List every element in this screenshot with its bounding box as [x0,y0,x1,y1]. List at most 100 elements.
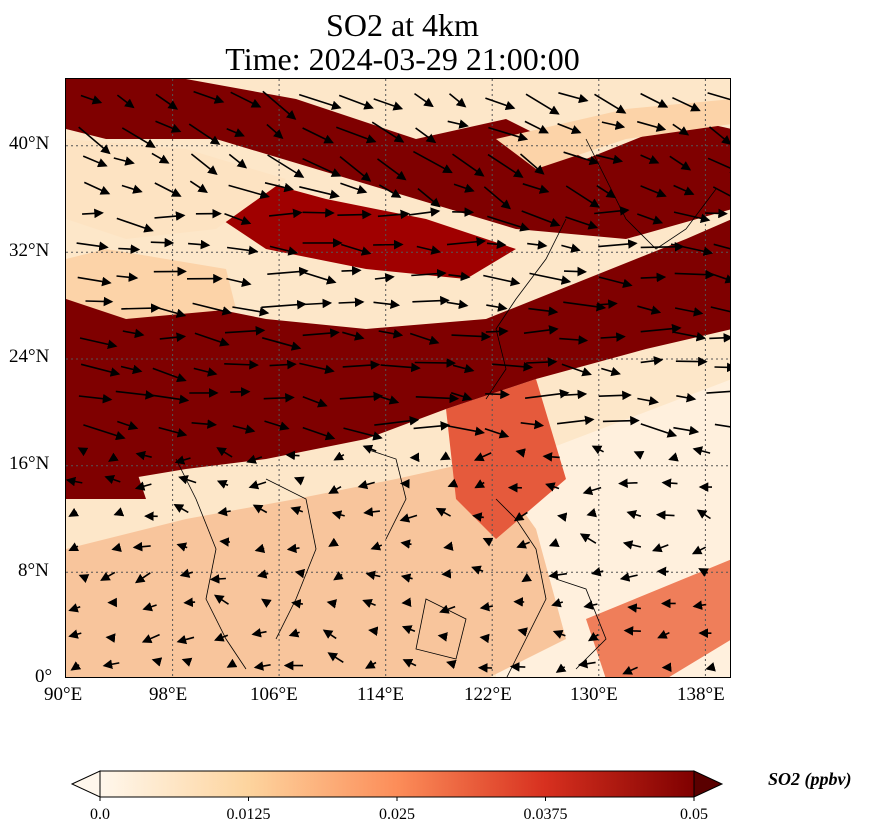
wind-arrow [452,153,485,177]
field-high-central [66,219,730,489]
wind-arrow [557,512,568,522]
wind-arrow [598,276,633,289]
wind-arrow [409,332,440,345]
wind-arrow [618,478,638,488]
wind-arrow [485,326,509,337]
wind-arrow [377,209,411,220]
wind-arrow [228,153,248,169]
wind-arrow [224,326,266,336]
wind-arrow [401,625,416,635]
wind-arrow [474,479,486,489]
wind-arrow [269,359,297,370]
wind-arrow [542,452,560,462]
wind-arrow [415,393,460,404]
wind-arrow [178,475,197,485]
wind-arrow [80,94,103,105]
wind-arrow [262,90,297,120]
wind-arrow [217,506,231,517]
wind-arrow [253,661,271,671]
wind-arrow [302,426,336,441]
field-high-west [66,409,146,499]
lat-tick-label: 0° [35,666,53,687]
wind-arrow [77,447,89,457]
wind-arrow [640,92,669,108]
wind-arrow [528,306,559,316]
wind-arrow [636,120,667,132]
wind-arrow [261,337,302,351]
wind-arrow [82,208,104,219]
wind-arrow [637,305,662,315]
colorbar-tick-label: 0.0 [90,806,110,823]
wind-arrow [68,603,81,613]
wind-arrow [487,153,524,178]
wind-arrow [158,426,188,438]
wind-arrow [708,272,730,284]
wind-arrow [452,207,475,217]
wind-arrow [373,239,404,250]
wind-arrow [293,476,305,486]
wind-arrow [299,362,335,375]
colorbar-gradient [99,770,695,798]
wind-arrow [551,598,564,608]
wind-arrow [228,184,270,200]
wind-arrow [155,120,182,133]
wind-arrow [453,183,475,193]
colorbar-tick-label: 0.05 [680,806,708,823]
wind-arrow [302,396,328,408]
colorbar [70,770,724,801]
wind-arrow [435,507,451,517]
wind-arrow [176,634,195,645]
wind-arrow [488,126,529,142]
wind-arrow [661,478,678,488]
wind-arrow [400,573,413,583]
wind-arrow [371,121,405,143]
wind-arrow [640,272,667,283]
colorbar-ticks [99,797,695,801]
wind-arrow [150,237,175,248]
wind-arrow [159,332,187,342]
wind-arrow [708,126,730,145]
wind-arrow [373,98,404,111]
wind-arrow [596,299,618,309]
wind-arrow [707,92,730,101]
wind-arrow [194,332,230,347]
wind-arrow [526,357,558,367]
wind-arrow [189,180,208,193]
wind-arrow [412,295,450,306]
wind-arrow [479,601,493,612]
wind-arrow [713,243,730,250]
wind-arrow [565,185,600,208]
wind-arrow [66,476,83,487]
wind-arrow [302,157,342,177]
wind-arrow [484,427,510,439]
wind-arrow [174,455,191,465]
wind-arrow [248,480,267,490]
lat-tick-label: 8°N [18,560,49,581]
wind-arrow [142,602,157,612]
wind-arrow [294,568,306,579]
wind-arrow [563,301,607,312]
wind-arrow [134,481,152,491]
wind-arrow [264,182,294,193]
wind-arrow [561,363,592,377]
wind-arrow [121,303,161,313]
wind-arrow [626,510,642,520]
wind-arrow [400,539,412,549]
wind-arrow [709,333,730,343]
wind-arrow [230,91,262,108]
wind-arrow [116,217,154,233]
wind-arrow [673,184,695,196]
wind-arrow [362,444,377,454]
wind-arrow [336,126,377,144]
colorbar-extend-min [70,770,101,798]
wind-arrow [519,153,545,175]
wind-arrow [712,186,730,197]
wind-arrow [338,297,365,308]
wind-arrow [151,657,163,667]
wind-arrow [672,96,701,112]
wind-arrow [331,510,345,520]
wind-arrow [673,211,711,223]
wind-arrow [226,127,245,138]
wind-arrow [333,451,345,461]
wind-arrow [563,266,587,277]
